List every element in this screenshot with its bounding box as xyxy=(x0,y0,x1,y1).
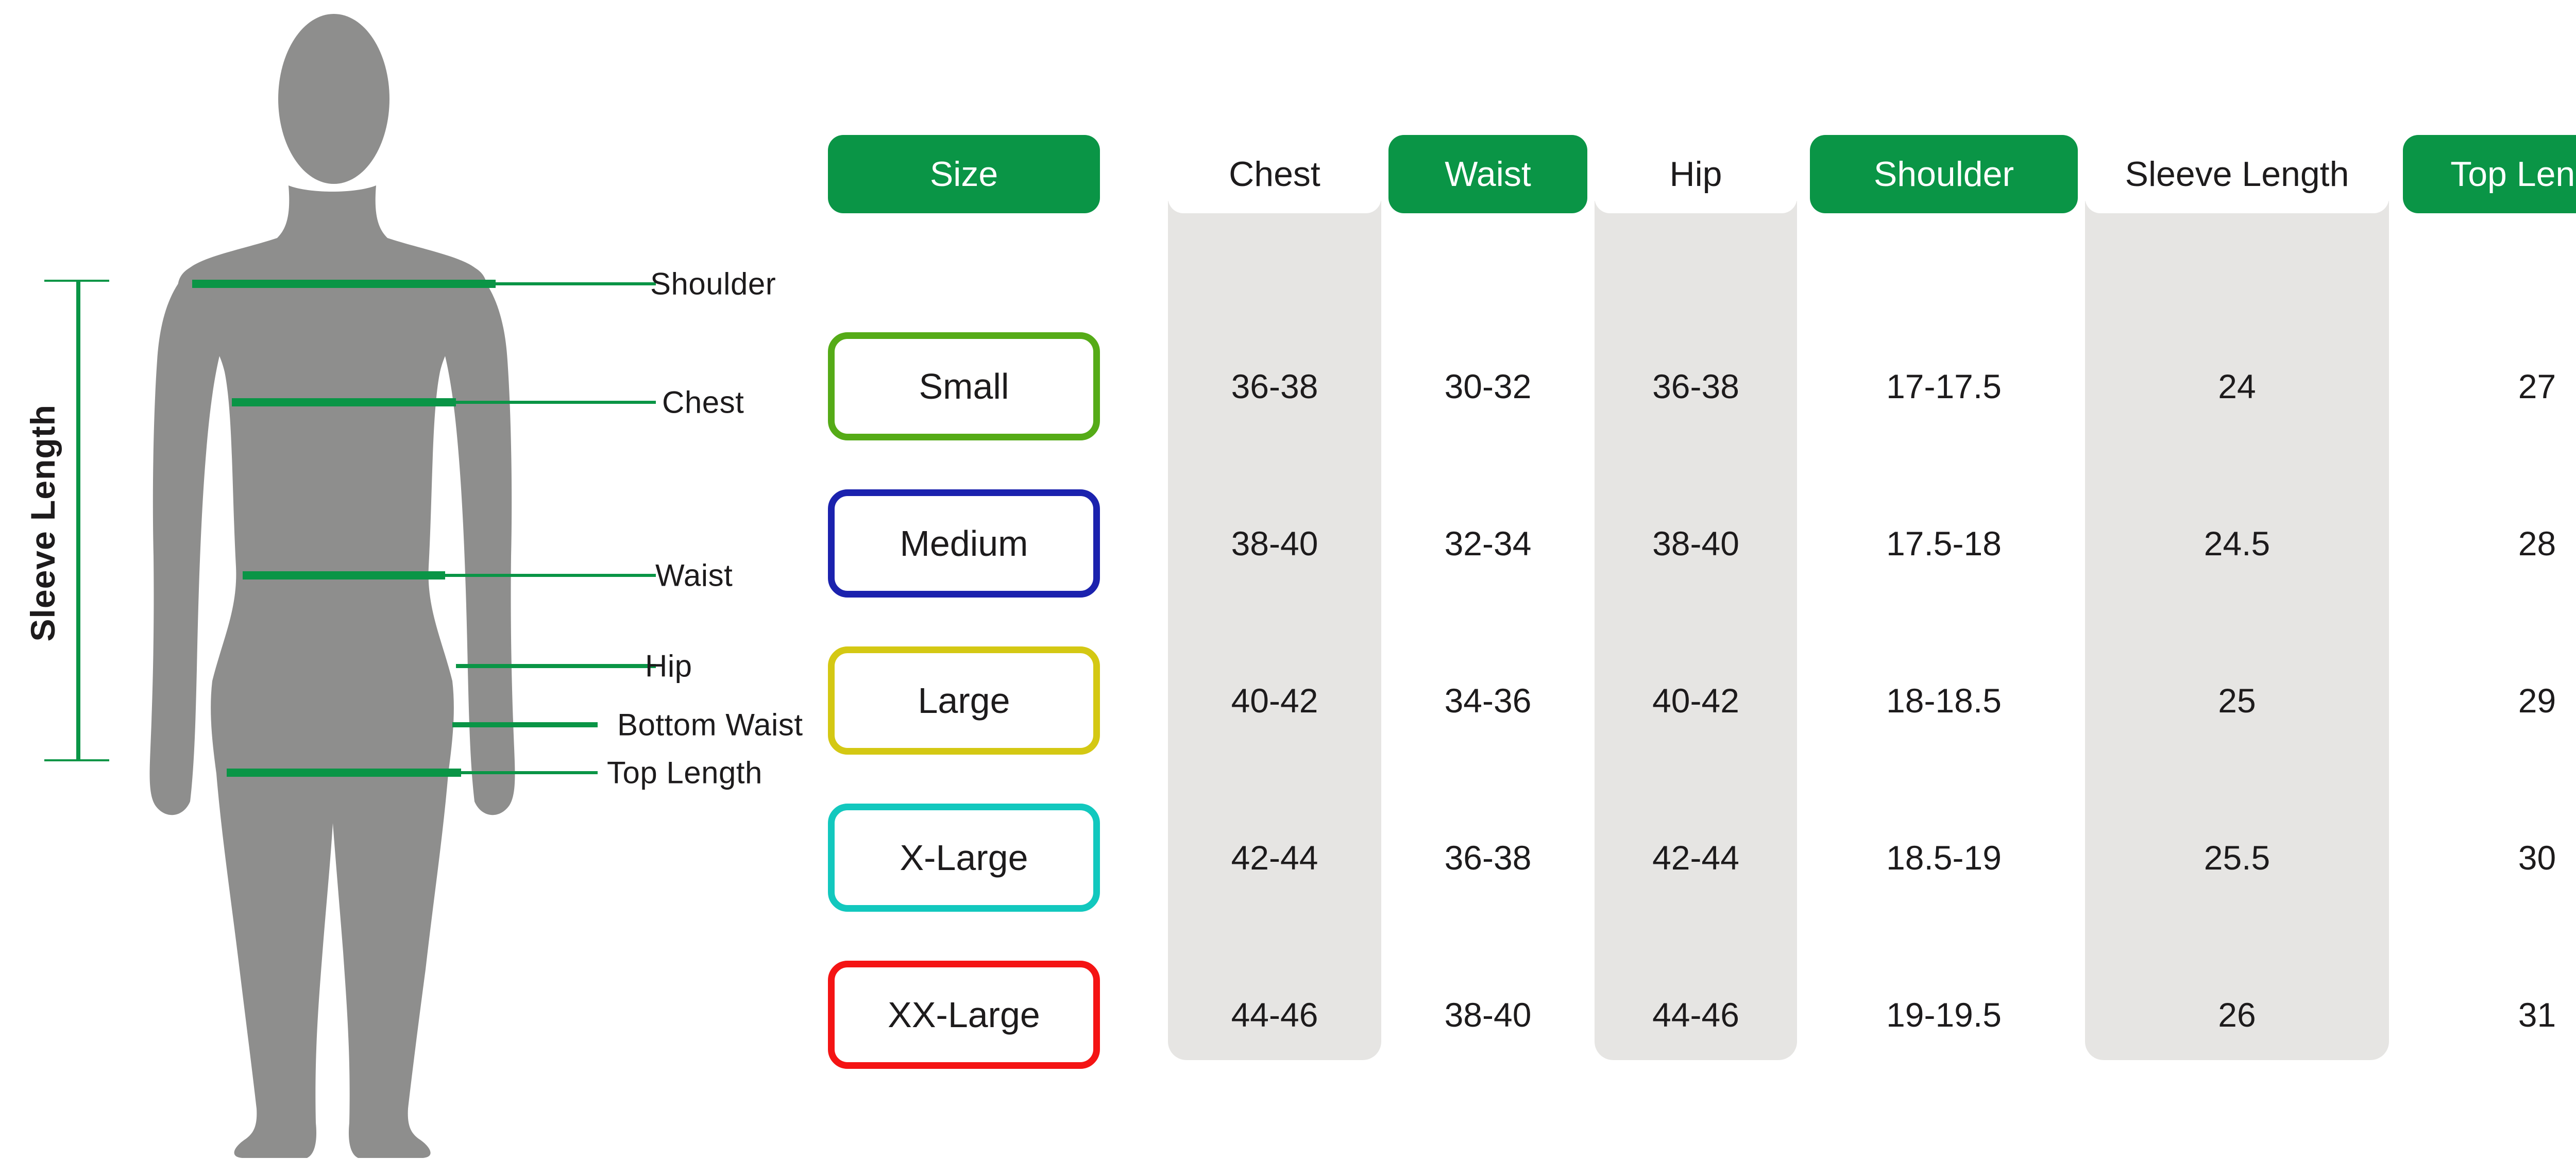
sleeve-length-label: Sleeve Length xyxy=(9,319,76,726)
chest-label: Chest xyxy=(662,385,744,420)
table-cell-small-top-length: 27 xyxy=(2518,367,2556,405)
column-body-chest xyxy=(1168,201,1381,1060)
top-length-measure-line xyxy=(227,769,461,777)
top-length-leader-line xyxy=(461,771,598,774)
table-cell-medium-top-length: 28 xyxy=(2518,524,2556,563)
chest-leader-line xyxy=(456,401,656,404)
table-cell-medium-shoulder: 17.5-18 xyxy=(1886,524,2002,563)
column-header-waist: Waist xyxy=(1388,135,1587,213)
sleeve-length-line xyxy=(76,281,80,761)
table-cell-small-shoulder: 17-17.5 xyxy=(1886,367,2002,405)
table-cell-large-shoulder: 18-18.5 xyxy=(1886,681,2002,720)
table-cell-xx-large-hip: 44-46 xyxy=(1652,996,1739,1034)
size-button-x-large: X-Large xyxy=(828,804,1100,912)
sleeve-length-top-tick xyxy=(44,280,109,282)
waist-leader-line xyxy=(445,574,656,577)
table-cell-small-sleeve-length: 24 xyxy=(2218,367,2256,405)
table-cell-small-chest: 36-38 xyxy=(1231,367,1318,405)
table-cell-x-large-chest: 42-44 xyxy=(1231,839,1318,877)
table-cell-x-large-top-length: 30 xyxy=(2518,839,2556,877)
table-cell-large-waist: 34-36 xyxy=(1444,681,1532,720)
column-header-sleeve-length: Sleeve Length xyxy=(2085,135,2389,213)
bottom-waist-label: Bottom Waist xyxy=(617,707,803,742)
sleeve-length-label-text: Sleeve Length xyxy=(24,404,62,642)
column-header-chest: Chest xyxy=(1168,135,1381,213)
column-body-sleeve-length xyxy=(2085,201,2389,1060)
table-cell-xx-large-shoulder: 19-19.5 xyxy=(1886,996,2002,1034)
waist-measure-line xyxy=(243,571,445,580)
column-body-hip xyxy=(1595,201,1797,1060)
table-cell-xx-large-top-length: 31 xyxy=(2518,996,2556,1034)
table-cell-medium-hip: 38-40 xyxy=(1652,524,1739,563)
body-silhouette-figure xyxy=(149,14,515,1158)
shoulder-measure-line xyxy=(192,280,496,288)
size-button-large: Large xyxy=(828,646,1100,755)
table-cell-medium-chest: 38-40 xyxy=(1231,524,1318,563)
hip-label: Hip xyxy=(645,649,692,684)
bottom-waist-leader-line xyxy=(452,722,598,727)
table-cell-medium-waist: 32-34 xyxy=(1444,524,1532,563)
table-cell-xx-large-sleeve-length: 26 xyxy=(2218,996,2256,1034)
table-cell-x-large-waist: 36-38 xyxy=(1444,839,1532,877)
table-cell-medium-sleeve-length: 24.5 xyxy=(2204,524,2270,563)
table-cell-large-hip: 40-42 xyxy=(1652,681,1739,720)
table-cell-large-chest: 40-42 xyxy=(1231,681,1318,720)
top-length-label: Top Length xyxy=(607,755,762,790)
shoulder-label: Shoulder xyxy=(650,266,776,301)
size-button-xx-large: XX-Large xyxy=(828,961,1100,1069)
table-cell-large-sleeve-length: 25 xyxy=(2218,681,2256,720)
table-cell-x-large-sleeve-length: 25.5 xyxy=(2204,839,2270,877)
chest-measure-line xyxy=(232,398,456,406)
hip-leader-line xyxy=(456,664,656,668)
column-header-top-length: Top Length xyxy=(2403,135,2576,213)
column-header-size: Size xyxy=(828,135,1100,213)
table-cell-xx-large-chest: 44-46 xyxy=(1231,996,1318,1034)
table-cell-x-large-shoulder: 18.5-19 xyxy=(1886,839,2002,877)
size-button-medium: Medium xyxy=(828,489,1100,598)
sleeve-length-bottom-tick xyxy=(44,759,109,761)
column-header-shoulder: Shoulder xyxy=(1810,135,2078,213)
shoulder-leader-line xyxy=(496,282,656,285)
table-cell-small-waist: 30-32 xyxy=(1444,367,1532,405)
table-cell-xx-large-waist: 38-40 xyxy=(1444,996,1532,1034)
size-button-small: Small xyxy=(828,332,1100,440)
table-cell-large-top-length: 29 xyxy=(2518,681,2556,720)
table-cell-small-hip: 36-38 xyxy=(1652,367,1739,405)
waist-label: Waist xyxy=(655,558,733,593)
column-header-hip: Hip xyxy=(1595,135,1797,213)
table-cell-x-large-hip: 42-44 xyxy=(1652,839,1739,877)
